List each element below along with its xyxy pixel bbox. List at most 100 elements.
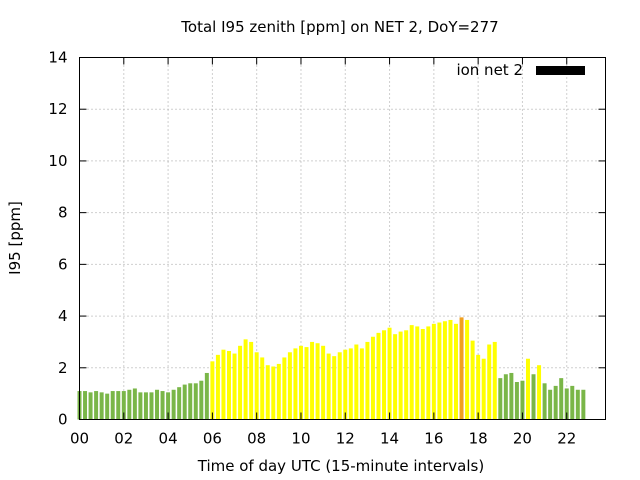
y-tick-label: 8: [58, 204, 68, 222]
bar: [166, 392, 171, 420]
y-tick-label: 12: [48, 100, 67, 118]
bar: [348, 348, 353, 420]
bar: [531, 374, 536, 420]
bar: [171, 389, 176, 420]
bar: [287, 352, 292, 420]
bar: [575, 389, 580, 420]
x-tick-label: 08: [247, 430, 266, 448]
bar: [409, 325, 414, 420]
bar: [492, 341, 497, 420]
bar: [177, 387, 182, 420]
bar: [487, 344, 492, 420]
bar: [321, 345, 326, 420]
bar: [260, 357, 265, 420]
grid-lines: [79, 57, 606, 420]
bar: [382, 330, 387, 420]
bar: [204, 372, 209, 420]
y-tick-label: 14: [48, 49, 67, 67]
bar: [415, 326, 420, 420]
plot-frame: [79, 57, 606, 420]
bar: [459, 317, 464, 420]
bar: [298, 345, 303, 420]
chart-title: Total I95 zenith [ppm] on NET 2, DoY=277: [180, 18, 498, 36]
x-tick-label: 02: [114, 430, 133, 448]
bar: [525, 358, 530, 420]
bar: [387, 327, 392, 420]
y-tick-label: 0: [58, 411, 68, 429]
bar: [548, 389, 553, 420]
y-tick-label: 6: [58, 255, 68, 273]
bar: [503, 374, 508, 420]
bar: [470, 340, 475, 420]
bar: [370, 336, 375, 420]
bar: [94, 391, 99, 420]
bar: [143, 392, 148, 420]
bar: [437, 322, 442, 420]
bar: [116, 391, 121, 420]
bar: [359, 348, 364, 420]
y-tick-label: 10: [48, 152, 67, 170]
bar: [110, 391, 115, 420]
bar: [310, 341, 315, 420]
bar: [227, 350, 231, 420]
bar: [210, 361, 215, 420]
bar: [454, 323, 458, 420]
bar: [581, 389, 586, 420]
x-tick-label: 10: [291, 430, 310, 448]
bar: [481, 358, 486, 420]
legend-swatch: [536, 66, 585, 75]
x-tick-label: 16: [424, 430, 443, 448]
bar: [343, 349, 348, 420]
legend-label: ion net 2: [456, 61, 523, 79]
bar: [337, 352, 342, 420]
bar: [564, 388, 569, 420]
bar: [99, 392, 104, 420]
bar: [265, 365, 270, 420]
bar: [393, 334, 398, 420]
bar: [398, 331, 403, 420]
bar: [442, 321, 447, 420]
bar: [282, 357, 287, 420]
bar: [542, 383, 547, 420]
bar: [254, 352, 259, 420]
bar: [520, 380, 525, 420]
bar: [304, 347, 309, 420]
bar: [127, 389, 132, 420]
bar: [160, 391, 165, 420]
bar: [271, 366, 276, 420]
bar: [426, 326, 431, 420]
bar: [199, 380, 204, 420]
y-axis-label: I95 [ppm]: [6, 201, 24, 275]
bar: [514, 382, 519, 420]
x-tick-label: 14: [380, 430, 399, 448]
bar: [553, 385, 558, 420]
bar: [365, 341, 370, 420]
bar: [354, 344, 359, 420]
bar: [570, 385, 575, 420]
x-axis-label: Time of day UTC (15-minute intervals): [197, 457, 484, 475]
bar: [326, 353, 331, 420]
bar: [293, 348, 298, 420]
bar: [376, 332, 381, 420]
bar: [431, 323, 436, 420]
bar: [182, 384, 187, 420]
bar: [105, 393, 110, 420]
bar: [509, 372, 514, 420]
y-tick-label: 4: [58, 307, 68, 325]
bar: [138, 392, 143, 420]
x-tick-label: 04: [159, 430, 178, 448]
x-tick-label: 12: [336, 430, 355, 448]
bar: [332, 356, 337, 420]
bar: [243, 339, 248, 420]
bar: [188, 383, 193, 420]
y-tick-label: 2: [58, 359, 68, 377]
bar: [249, 341, 254, 420]
bar: [149, 392, 154, 420]
legend: ion net 2: [456, 61, 585, 79]
x-tick-label: 20: [513, 430, 532, 448]
bar: [420, 329, 425, 420]
x-tick-label: 22: [557, 430, 576, 448]
x-tick-label: 00: [70, 430, 89, 448]
bar: [404, 330, 409, 420]
